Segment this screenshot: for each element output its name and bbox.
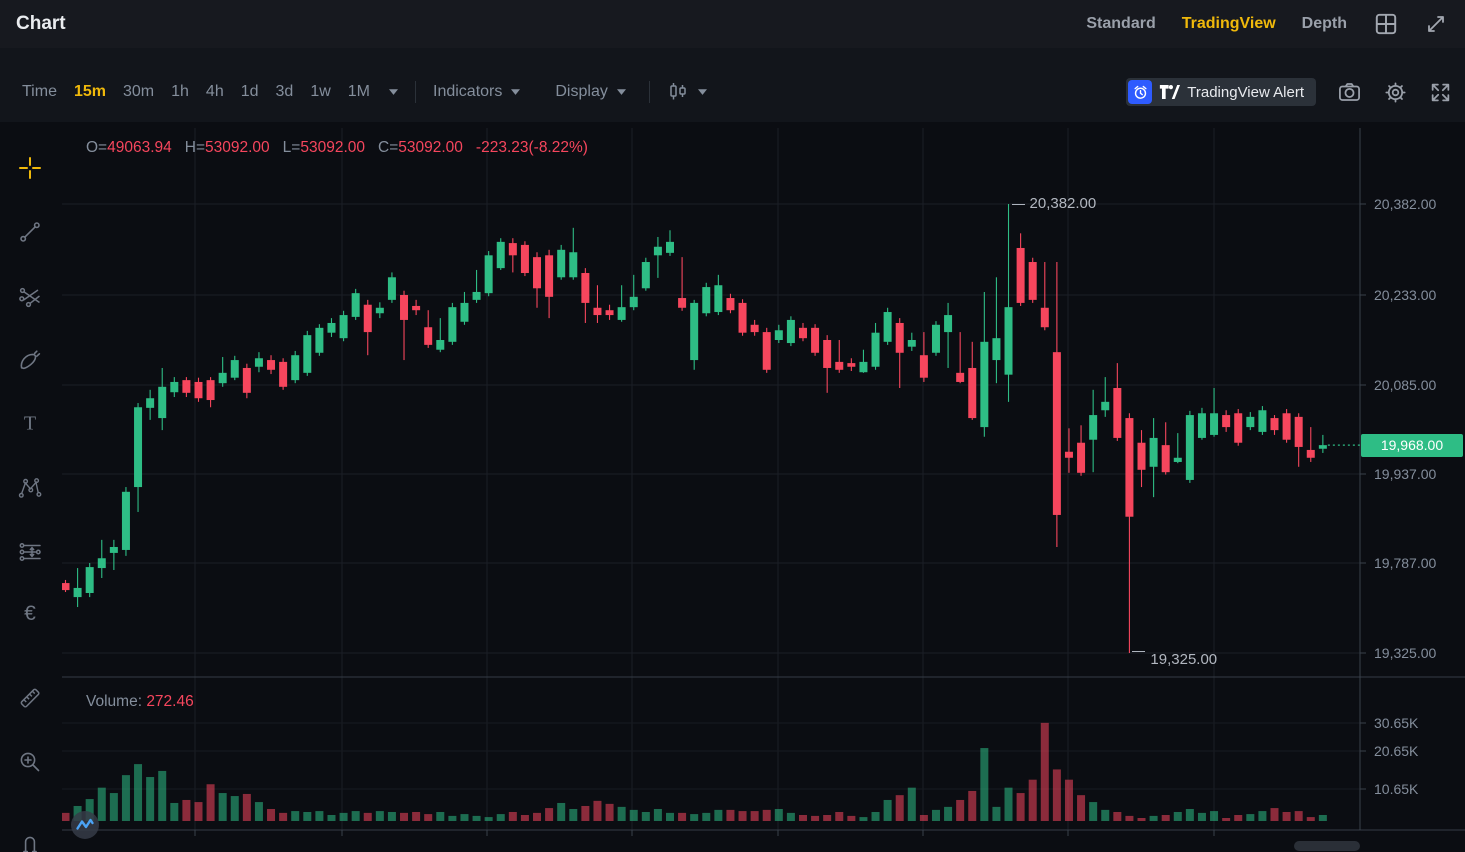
toolbar-left: Time 15m 30m 1h 4h 1d 3d 1w 1M Indicators Displ… <box>22 81 707 103</box>
horizontal-scrollbar-thumb[interactable] <box>1294 841 1360 851</box>
toolbar-right: TradingView Alert <box>1126 78 1452 106</box>
xabcd-pattern-tool-icon[interactable] <box>10 468 50 508</box>
view-tab-depth[interactable]: Depth <box>1301 15 1347 32</box>
toolbar-divider <box>648 81 650 103</box>
open-value: 49063.94 <box>107 139 172 156</box>
chevron-down-icon <box>697 89 707 95</box>
price-axis-label: 19,787.00 <box>1374 555 1437 571</box>
indicators-dropdown[interactable]: Indicators <box>433 83 521 101</box>
high-marker-label: 20,382.00 <box>1029 195 1097 212</box>
toolbar-divider <box>415 81 416 103</box>
display-dropdown[interactable]: Display <box>555 83 626 101</box>
timeframe-1h[interactable]: 1h <box>171 83 189 100</box>
timeframe-1M[interactable]: 1M <box>347 83 370 100</box>
ruler-tool-icon[interactable] <box>10 678 50 718</box>
alarm-clock-icon <box>1128 80 1153 104</box>
volume-axis-label: 10.65K <box>1374 781 1419 797</box>
svg-text:€: € <box>24 602 36 625</box>
top-bar-right: Standard TradingView Depth <box>1086 11 1447 37</box>
svg-text:T: T <box>24 413 36 435</box>
layout-grid-icon[interactable] <box>1373 11 1399 37</box>
chevron-down-icon <box>511 89 521 95</box>
view-tabs: Standard TradingView Depth <box>1086 15 1347 33</box>
alert-button-label: TradingView Alert <box>1187 83 1304 101</box>
timeframe-1w[interactable]: 1w <box>310 83 331 100</box>
brush-tool-icon[interactable] <box>10 340 50 380</box>
display-label: Display <box>555 83 608 100</box>
low-value: 53092.00 <box>300 139 366 156</box>
high-label: H= <box>184 139 206 156</box>
volume-axis-label: 20.65K <box>1374 743 1419 759</box>
ohlc-legend: O=49063.94 H=53092.00 L=53092.00 C=53092.00… <box>86 139 588 157</box>
top-bar: Chart Standard TradingView Depth <box>0 0 1465 48</box>
timeframe-30m[interactable]: 30m <box>123 83 155 100</box>
chart-toolbar: Time 15m 30m 1h 4h 1d 3d 1w 1M Indicators Displ… <box>0 48 1465 122</box>
low-marker-label: 19,325.00 <box>1150 651 1218 668</box>
low-marker-tick <box>1132 651 1146 652</box>
settings-gear-icon[interactable] <box>1383 80 1408 105</box>
text-tool-icon[interactable]: T <box>10 403 50 443</box>
fullscreen-icon[interactable] <box>1429 81 1452 104</box>
camera-icon[interactable] <box>1337 80 1362 105</box>
high-marker-tick <box>1011 203 1025 205</box>
timeframe-4h[interactable]: 4h <box>205 83 224 100</box>
fib-fan-tool-icon[interactable] <box>10 277 50 317</box>
volume-label: Volume: <box>86 693 147 710</box>
price-axis-label: 19,937.00 <box>1374 466 1437 482</box>
volume-legend: Volume: 272.46 <box>86 693 194 711</box>
chevron-down-icon <box>616 89 626 95</box>
expand-icon[interactable] <box>1425 13 1447 35</box>
open-label: O= <box>86 139 108 156</box>
price-axis-label: 19,325.00 <box>1374 645 1437 661</box>
timeframe-3d[interactable]: 3d <box>275 83 294 100</box>
timeframe-caret-icon[interactable] <box>389 89 398 95</box>
volume-axis-label: 30.65K <box>1374 715 1419 731</box>
close-value: 53092.00 <box>398 139 463 156</box>
change-value: -223.23(-8.22%) <box>475 139 588 156</box>
time-label: Time <box>22 83 57 100</box>
page-title: Chart <box>16 13 66 34</box>
view-tab-standard[interactable]: Standard <box>1086 15 1156 32</box>
zoom-in-tool-icon[interactable] <box>10 742 50 782</box>
tradingview-logo-icon <box>1159 84 1181 100</box>
chart-type-dropdown[interactable] <box>667 81 707 103</box>
tradingview-alert-button[interactable]: TradingView Alert <box>1126 78 1316 106</box>
view-tab-tradingview[interactable]: TradingView <box>1181 15 1276 32</box>
low-label: L= <box>282 139 301 156</box>
currency-euro-tool-icon[interactable]: € <box>10 593 50 633</box>
drawing-toolbar: T € <box>0 122 62 852</box>
volume-value: 272.46 <box>146 693 194 710</box>
timeframe-1d[interactable]: 1d <box>240 83 259 100</box>
crosshair-tool-icon[interactable] <box>10 148 50 188</box>
timeframe-group: 15m 30m 1h 4h 1d 3d 1w 1M <box>74 83 370 101</box>
price-axis-label: 20,382.00 <box>1374 196 1437 212</box>
price-axis-label: 20,085.00 <box>1374 377 1437 393</box>
high-value: 53092.00 <box>205 139 270 156</box>
exchange-watermark-logo <box>71 811 99 839</box>
long-position-tool-icon[interactable] <box>10 532 50 572</box>
timeframe-15m[interactable]: 15m <box>73 83 106 100</box>
candlestick-icon <box>667 81 689 103</box>
magnet-tool-icon[interactable] <box>10 823 50 852</box>
last-price-tag: 19,968.00 <box>1361 433 1463 457</box>
price-axis-label: 20,233.00 <box>1374 287 1437 303</box>
indicators-label: Indicators <box>433 83 503 100</box>
trend-line-tool-icon[interactable] <box>10 212 50 252</box>
close-label: C= <box>378 139 399 156</box>
